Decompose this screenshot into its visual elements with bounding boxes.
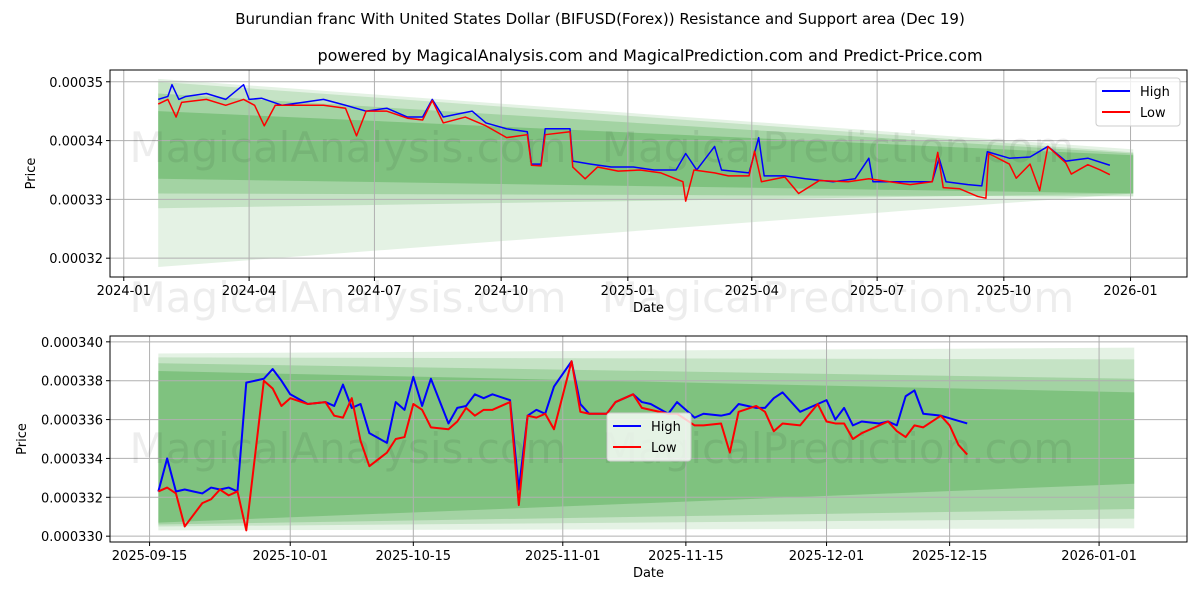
resistance-support-band	[158, 81, 1134, 209]
x-tick-label: 2024-01	[97, 284, 151, 299]
chart-title: Burundian franc With United States Dolla…	[235, 10, 965, 28]
series-line-high	[157, 360, 968, 495]
watermark: MagicalPrediction.com	[602, 123, 1075, 172]
y-tick-label: 0.000330	[41, 530, 103, 545]
x-tick-label: 2024-10	[474, 284, 528, 299]
y-tick-label: 0.00034	[49, 135, 103, 150]
watermark: MagicalAnalysis.com	[130, 273, 567, 322]
y-tick-label: 0.000340	[41, 336, 103, 351]
y-tick-label: 0.00032	[49, 252, 103, 267]
axes-frame	[109, 69, 1188, 278]
x-tick-label: 2025-10-01	[252, 549, 328, 564]
x-axis-label: Date	[633, 566, 664, 581]
y-tick-label: 0.000332	[41, 491, 103, 506]
y-tick-label: 0.00033	[49, 193, 103, 208]
y-axis-label: Price	[15, 423, 30, 455]
legend-label: High	[1140, 85, 1170, 100]
legend: High Low	[1095, 77, 1181, 127]
chart-subtitle: powered by MagicalAnalysis.com and Magic…	[317, 46, 983, 65]
x-tick-label: 2025-07	[850, 284, 904, 299]
x-tick-label: 2025-12-01	[789, 549, 865, 564]
y-axis-label: Price	[24, 158, 39, 190]
x-tick-label: 2026-01	[1103, 284, 1157, 299]
x-tick-label: 2025-11-15	[648, 549, 724, 564]
x-tick-label: 2026-01-01	[1061, 549, 1137, 564]
resistance-support-band	[158, 78, 1134, 268]
x-tick-label: 2025-09-15	[112, 549, 188, 564]
x-tick-label: 2025-10-15	[376, 549, 452, 564]
y-tick-label: 0.000334	[41, 452, 103, 467]
resistance-support-band	[158, 111, 1134, 194]
series-line-low	[157, 360, 968, 532]
chart-2: 2025-09-15 2025-10-01 2025-10-15 2025-11-01…	[15, 335, 1188, 581]
watermark: MagicalPrediction.com	[602, 273, 1075, 322]
x-tick-label: 2025-01	[601, 284, 655, 299]
series-line-low	[157, 98, 1111, 202]
watermark: MagicalAnalysis.com	[130, 123, 567, 172]
chart-1: 2024-01 2024-04 2024-07 2024-10 2025-01 2025-…	[24, 69, 1188, 322]
y-tick-label: 0.00035	[49, 76, 103, 91]
x-tick-label: 2024-04	[222, 284, 276, 299]
axes-frame	[109, 335, 1188, 543]
x-tick-label: 2025-10	[977, 284, 1031, 299]
resistance-support-band	[158, 93, 1134, 197]
x-tick-label: 2024-07	[347, 284, 401, 299]
y-tick-label: 0.000338	[41, 375, 103, 390]
legend: High Low	[606, 412, 692, 462]
legend-label: Low	[1140, 106, 1166, 121]
x-tick-label: 2025-12-15	[912, 549, 988, 564]
x-tick-label: 2025-11-01	[525, 549, 601, 564]
legend-label: High	[651, 420, 681, 435]
x-tick-label: 2025-04	[725, 284, 779, 299]
watermark: MagicalAnalysis.com	[130, 424, 567, 473]
x-axis-label: Date	[633, 301, 664, 316]
y-tick-label: 0.000336	[41, 414, 103, 429]
legend-label: Low	[651, 441, 677, 456]
